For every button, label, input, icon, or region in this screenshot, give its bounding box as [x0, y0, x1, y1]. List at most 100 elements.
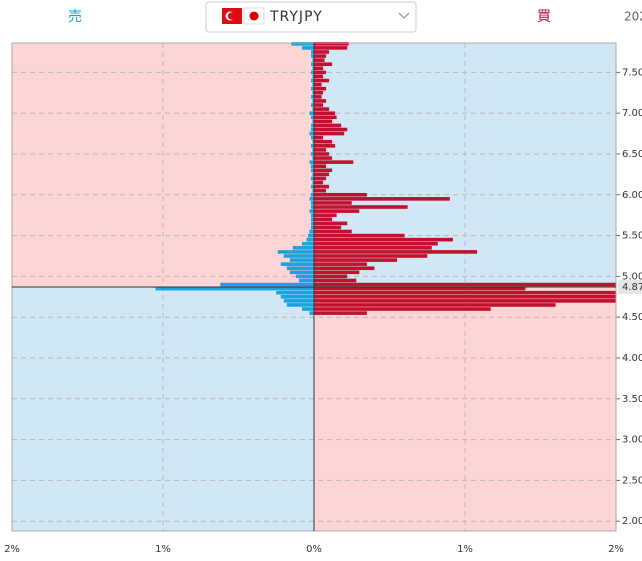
x-tick-label: 1%: [457, 544, 473, 555]
sell-bar: [309, 160, 314, 164]
sell-bar: [283, 299, 314, 303]
buy-bar: [314, 127, 348, 132]
sell-bar: [312, 74, 314, 79]
quadrant: [12, 287, 314, 531]
sell-bar: [286, 303, 314, 307]
sell-bar: [309, 197, 314, 201]
sell-bar: [312, 172, 314, 177]
sell-bar: [280, 262, 314, 266]
buy-bar: [314, 233, 405, 238]
y-tick-label: 6.00: [622, 190, 642, 201]
buy-label: 買: [537, 9, 551, 25]
buy-bar: [314, 160, 354, 164]
sell-bar: [312, 90, 314, 95]
y-tick-label: 5.00: [622, 271, 642, 282]
y-tick-label: 6.50: [622, 149, 642, 160]
sell-bar: [312, 119, 314, 124]
sell-bar: [310, 78, 314, 83]
sell-bar: [312, 66, 314, 71]
sell-bar: [310, 164, 314, 169]
buy-bar: [314, 299, 616, 303]
buy-bar: [314, 250, 478, 254]
sell-bar: [276, 290, 314, 295]
buy-bar: [314, 66, 324, 71]
buy-bar: [314, 205, 408, 209]
sell-bar: [312, 107, 314, 111]
sell-bar: [310, 95, 314, 99]
y-tick-label: 3.00: [622, 435, 642, 446]
buy-bar: [314, 225, 342, 230]
x-tick-label: 2%: [608, 544, 624, 555]
sell-bar: [310, 201, 314, 205]
sell-bar: [310, 213, 314, 217]
sell-bar: [310, 225, 314, 230]
flag-jp-sun: [249, 11, 259, 21]
sell-bar: [309, 209, 314, 213]
buy-bar: [314, 54, 327, 58]
sell-bar: [155, 286, 314, 291]
buy-bar: [314, 246, 432, 250]
x-tick-label: 0%: [306, 544, 322, 555]
buy-bar: [314, 209, 360, 213]
buy-bar: [314, 78, 330, 83]
buy-bar: [314, 119, 333, 124]
sell-bar: [309, 111, 314, 115]
buy-bar: [314, 254, 428, 258]
y-tick-label: 2.50: [622, 475, 642, 486]
sell-bar: [309, 229, 314, 234]
buy-bar: [314, 74, 324, 79]
sell-bar: [310, 205, 314, 209]
buy-bar: [314, 307, 491, 311]
y-tick-label: 5.50: [622, 231, 642, 242]
buy-bar: [314, 95, 322, 99]
sell-bar: [310, 70, 314, 75]
y-tick-label: 3.50: [622, 394, 642, 405]
buy-bar: [314, 282, 616, 287]
buy-bar: [314, 290, 616, 295]
buy-bar: [314, 237, 453, 242]
buy-bar: [314, 62, 333, 67]
sell-label: 売: [68, 9, 82, 25]
sell-bar: [310, 50, 314, 54]
x-tick-label: 2%: [4, 544, 20, 555]
sell-bar: [307, 233, 314, 238]
pair-select[interactable]: TRYJPY: [205, 1, 417, 33]
sell-bar: [310, 176, 314, 181]
sell-bar: [286, 266, 314, 271]
buy-bar: [314, 201, 352, 205]
y-tick-label: 2.00: [622, 516, 642, 527]
date: 202: [624, 10, 642, 24]
sell-bar: [283, 254, 314, 258]
buy-bar: [314, 266, 375, 271]
buy-bar: [314, 148, 327, 152]
sell-bar: [301, 241, 314, 246]
buy-bar: [314, 274, 348, 279]
sell-bar: [310, 54, 314, 58]
sell-bar: [289, 270, 314, 275]
sell-bar: [301, 46, 314, 50]
buy-bar: [314, 184, 330, 189]
sell-bar: [291, 42, 314, 46]
sell-bar: [310, 184, 314, 189]
buy-bar: [314, 50, 330, 54]
buy-bar: [314, 303, 556, 307]
buy-bar: [314, 168, 333, 173]
sell-bar: [310, 168, 314, 173]
buy-bar: [314, 90, 324, 95]
sell-bar: [295, 274, 314, 279]
buy-bar: [314, 180, 324, 185]
sell-bar: [312, 99, 314, 103]
buy-bar: [314, 152, 330, 156]
sell-bar: [312, 156, 314, 160]
buy-bar: [314, 82, 322, 87]
sell-bar: [310, 135, 314, 140]
sell-bar: [306, 237, 314, 242]
buy-bar: [314, 270, 360, 275]
sell-bar: [310, 115, 314, 120]
buy-bar: [314, 221, 348, 226]
pair-name[interactable]: TRYJPY: [269, 9, 323, 25]
current-price-label: 4.87: [622, 282, 642, 293]
sell-bar: [312, 180, 314, 185]
